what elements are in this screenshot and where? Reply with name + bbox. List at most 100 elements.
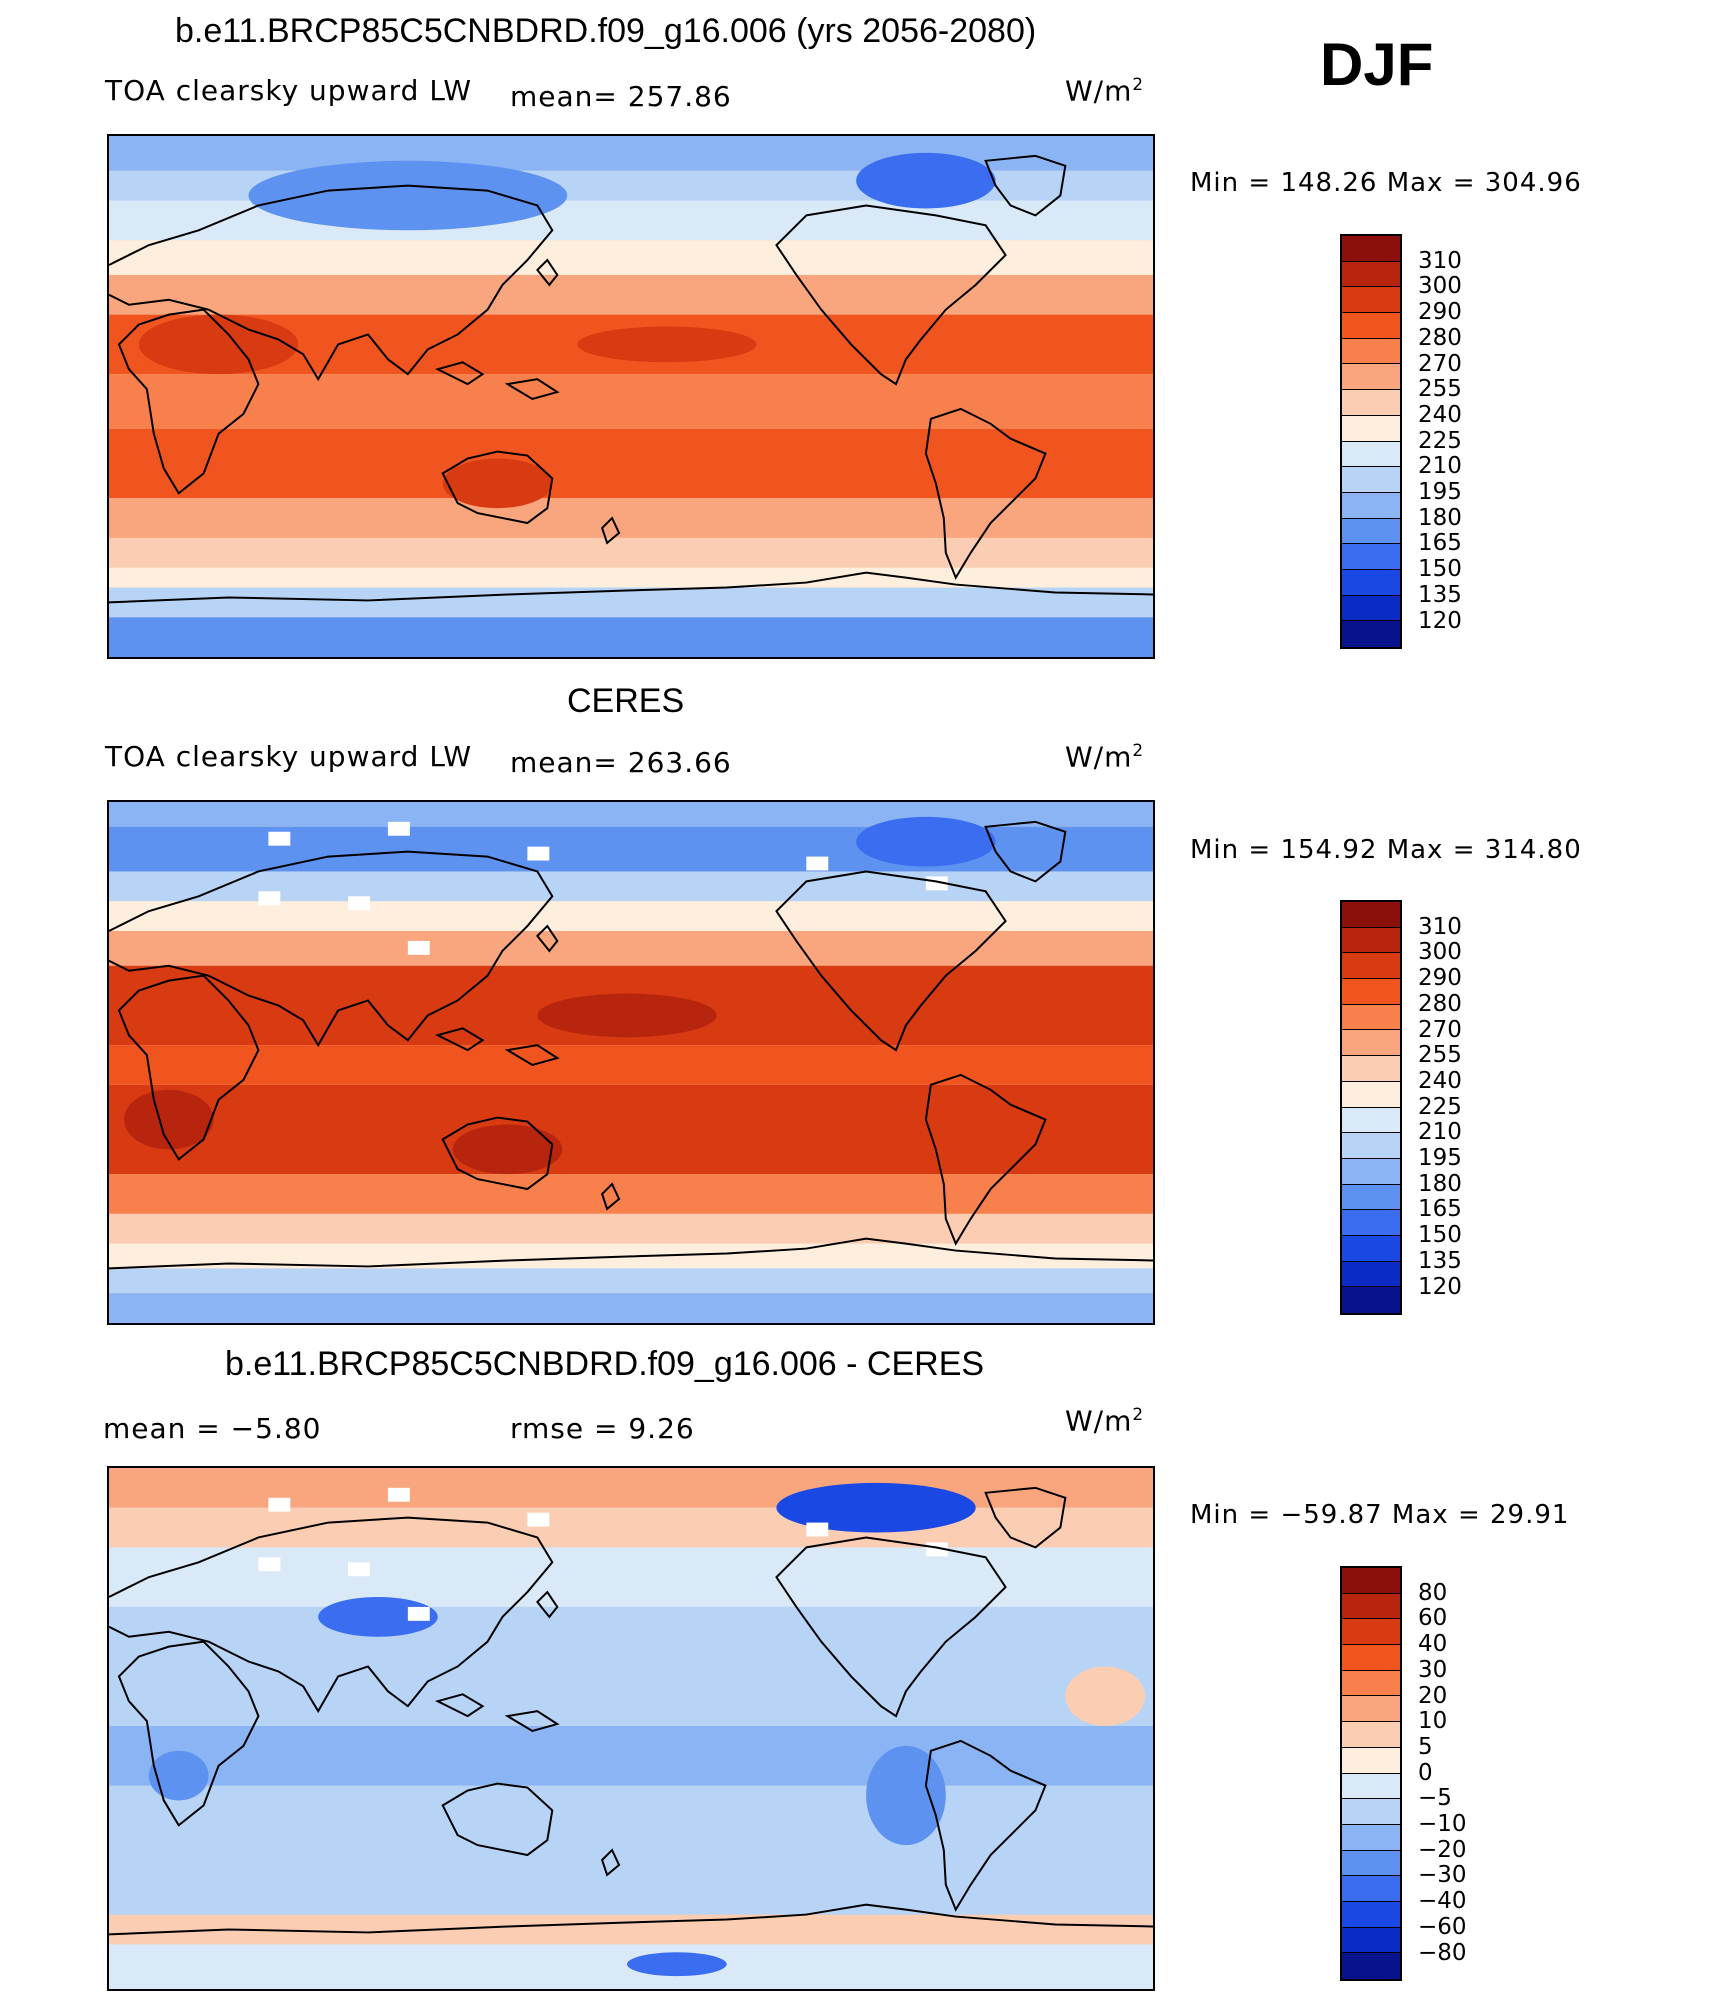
- missing-data-cell: [407, 940, 430, 955]
- missing-data-cell: [348, 1562, 370, 1577]
- australia-warm: [452, 1124, 563, 1175]
- panel2-mean: mean= 263.66: [510, 746, 732, 779]
- colorbar-swatch: [1342, 1850, 1400, 1877]
- colorbar-swatch: [1342, 1593, 1400, 1620]
- colorbar-tick-label: 255: [1418, 1042, 1462, 1069]
- colorbar-tick-label: 300: [1418, 939, 1462, 966]
- colorbar-swatch: [1342, 1004, 1400, 1031]
- panel3-mean: mean = −5.80: [103, 1412, 322, 1445]
- coastline: [441, 450, 554, 525]
- season-label: DJF: [1320, 31, 1434, 98]
- field-band: [109, 1914, 1153, 1945]
- colorbar-tick-label: 180: [1418, 1170, 1462, 1197]
- field-band: [109, 1468, 1153, 1508]
- coastline: [109, 1237, 1153, 1270]
- antarctic-bias: [627, 1952, 727, 1977]
- panel1-map: [107, 134, 1155, 659]
- coastline: [117, 308, 260, 495]
- colorbar-swatch: [1342, 390, 1400, 416]
- colorbar-swatch: [1342, 1722, 1400, 1748]
- colorbar-tick-label: 135: [1418, 1247, 1462, 1274]
- missing-data-cell: [258, 1557, 281, 1572]
- colorbar-swatch: [1342, 261, 1400, 288]
- colorbar-tick-label: 255: [1418, 376, 1462, 403]
- colorbar-swatch: [1342, 1670, 1400, 1697]
- colorbar-swatch: [1342, 1261, 1400, 1288]
- colorbar-tick-label: 310: [1418, 913, 1462, 940]
- colorbar-tick-label: 240: [1418, 1067, 1462, 1094]
- panel3-minmax: Min = −59.87 Max = 29.91: [1190, 1500, 1570, 1530]
- coastline: [504, 378, 560, 401]
- panel2-colorbar: [1340, 900, 1402, 1315]
- field-band: [109, 1213, 1153, 1244]
- coastline: [109, 1903, 1153, 1936]
- colorbar-tick-label: 225: [1418, 1093, 1462, 1120]
- arctic-bias: [776, 1482, 976, 1533]
- colorbar-tick-label: 290: [1418, 299, 1462, 326]
- colorbar-tick-label: 165: [1418, 530, 1462, 557]
- missing-data-cell: [268, 831, 291, 846]
- colorbar-swatch: [1342, 415, 1400, 442]
- field-band: [109, 1045, 1153, 1085]
- colorbar-tick-label: 270: [1418, 350, 1462, 377]
- colorbar-tick-label: 195: [1418, 1145, 1462, 1171]
- coastline: [117, 1640, 260, 1827]
- field-band: [109, 498, 1153, 538]
- panel2-map: [107, 800, 1155, 1325]
- panel3-map-svg: [109, 1468, 1153, 1989]
- panel3-rmse: rmse = 9.26: [510, 1412, 695, 1445]
- colorbar-swatch: [1342, 595, 1400, 622]
- coastline: [117, 974, 260, 1161]
- colorbar-tick-label: 0: [1418, 1759, 1433, 1786]
- colorbar-swatch: [1342, 1953, 1400, 1979]
- coastline: [109, 571, 1153, 604]
- colorbar-swatch: [1342, 338, 1400, 365]
- colorbar-swatch: [1342, 927, 1400, 954]
- field-band: [109, 587, 1153, 618]
- missing-data-cell: [348, 896, 370, 911]
- colorbar-tick-label: 290: [1418, 965, 1462, 992]
- field-band: [109, 1606, 1153, 1727]
- field-band: [109, 871, 1153, 902]
- coastline: [109, 1516, 554, 1714]
- colorbar-swatch: [1342, 364, 1400, 391]
- colorbar-tick-label: 280: [1418, 990, 1462, 1017]
- australia-warm: [442, 458, 553, 509]
- field-band: [109, 537, 1153, 568]
- colorbar-swatch: [1342, 1235, 1400, 1262]
- colorbar-swatch: [1342, 1927, 1400, 1954]
- colorbar-tick-label: 150: [1418, 1222, 1462, 1249]
- colorbar-swatch: [1342, 313, 1400, 339]
- panel1-minmax: Min = 148.26 Max = 304.96: [1190, 168, 1582, 198]
- colorbar-swatch: [1342, 1081, 1400, 1108]
- sahara-warm: [138, 314, 299, 375]
- coastline: [924, 1739, 1047, 1912]
- coastline: [109, 850, 554, 1048]
- warm-pool: [577, 326, 757, 363]
- coastline: [504, 1044, 560, 1067]
- panel3-title: b.e11.BRCP85C5CNBDRD.f09_g16.006 - CERES: [225, 1345, 985, 1383]
- colorbar-swatch: [1342, 1876, 1400, 1902]
- colorbar-tick-label: 20: [1418, 1682, 1448, 1709]
- colorbar-swatch: [1342, 1107, 1400, 1134]
- colorbar-tick-label: 30: [1418, 1656, 1448, 1683]
- field-band: [109, 240, 1153, 275]
- colorbar-swatch: [1342, 236, 1400, 262]
- missing-data-cell: [806, 856, 829, 871]
- africa-bias: [148, 1750, 209, 1801]
- colorbar-tick-label: 300: [1418, 273, 1462, 300]
- field-band: [109, 931, 1153, 966]
- coastline: [600, 516, 621, 545]
- colorbar-tick-label: 195: [1418, 479, 1462, 505]
- field-band: [109, 136, 1153, 171]
- coastline: [924, 1073, 1047, 1246]
- coastline: [441, 1782, 554, 1857]
- colorbar-swatch: [1342, 467, 1400, 493]
- colorbar-swatch: [1342, 569, 1400, 596]
- colorbar-swatch: [1342, 441, 1400, 468]
- colorbar-swatch: [1342, 492, 1400, 519]
- colorbar-tick-label: 5: [1418, 1733, 1433, 1760]
- missing-data-cell: [258, 891, 281, 906]
- colorbar-swatch: [1342, 1030, 1400, 1057]
- field-band: [109, 428, 1153, 499]
